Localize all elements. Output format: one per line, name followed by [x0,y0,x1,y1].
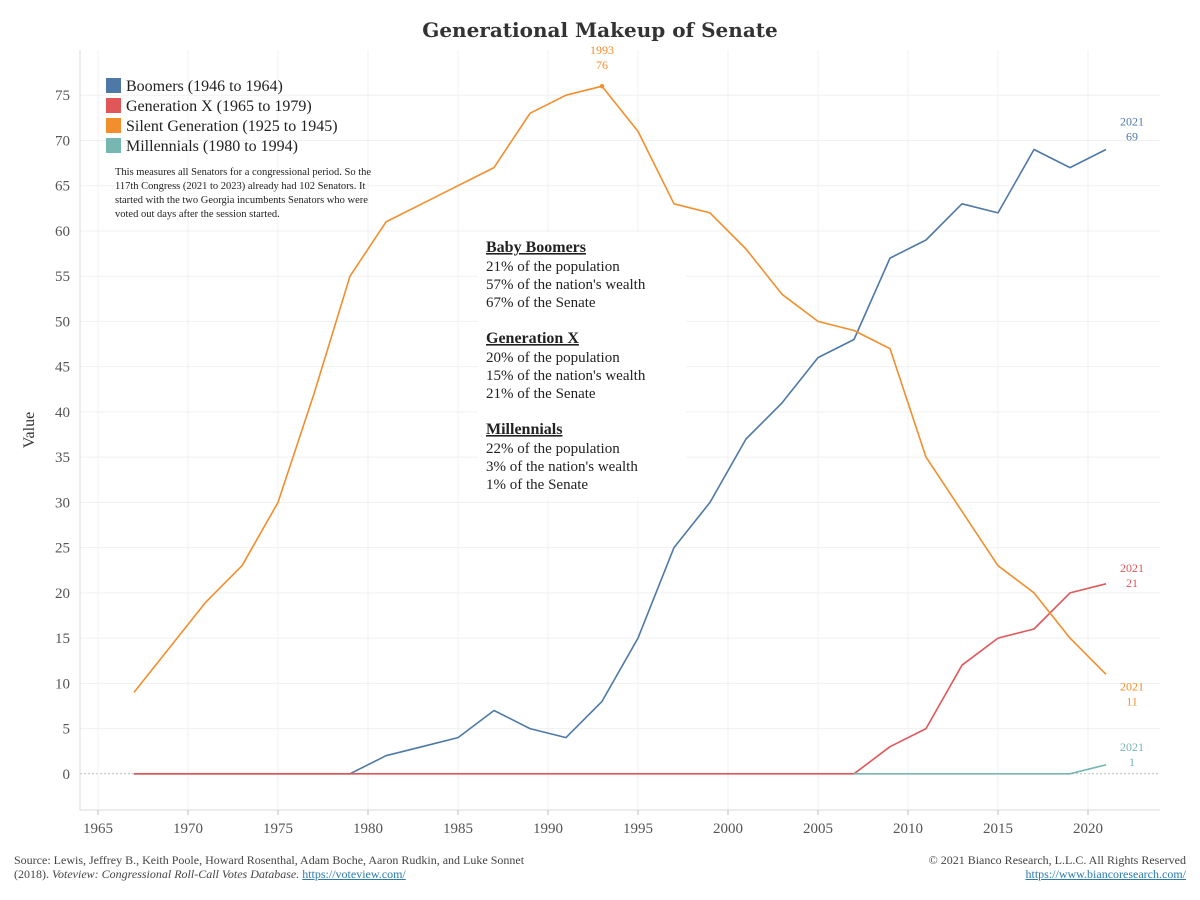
annotation-line: 15% of the nation's wealth [486,368,646,384]
x-tick-label: 1965 [83,821,113,837]
y-tick-label: 55 [55,269,70,285]
point-label-value: 11 [1126,694,1138,708]
copyright-text: © 2021 Bianco Research, L.L.C. All Right… [928,853,1186,867]
x-tick-label: 1990 [533,821,563,837]
source-line-2: (2018). Voteview: Congressional Roll-Cal… [14,867,524,881]
annotation-line: 21% of the population [486,259,620,275]
series-lines [133,85,1107,775]
point-label-value: 69 [1126,130,1138,144]
copyright-footer: © 2021 Bianco Research, L.L.C. All Right… [929,853,1186,881]
generation-stats-annotation: Baby Boomers 21% of the population 57% of … [478,232,686,500]
source-year: (2018). [14,867,49,881]
x-tick-label: 2005 [803,821,833,837]
note-line: This measures all Senators for a congres… [115,167,371,178]
y-tick-label: 25 [55,541,70,557]
legend-label: Millennials (1980 to 1994) [126,138,298,155]
annotation-line: 57% of the nation's wealth [486,277,646,293]
x-tick-label: 2015 [983,821,1013,837]
legend-swatch [106,138,121,153]
legend-label: Generation X (1965 to 1979) [126,98,312,115]
point-label-year: 2021 [1120,679,1144,693]
source-footer: Source: Lewis, Jeffrey B., Keith Poole, … [14,853,524,881]
annotation-line: 67% of the Senate [486,295,596,311]
annotation-heading: Baby Boomers [486,239,586,256]
peak-point-marker [599,83,605,89]
annotation-line: 22% of the population [486,441,620,457]
legend: Boomers (1946 to 1964) Generation X (1965… [106,78,338,155]
series-line-2 [133,85,1107,693]
y-tick-label: 75 [55,88,70,104]
y-tick-label: 35 [55,450,70,466]
point-label-year: 2021 [1120,115,1144,129]
y-tick-label: 5 [63,722,71,738]
series-line-3 [854,764,1107,775]
legend-label: Boomers (1946 to 1964) [126,78,283,95]
annotation-heading: Generation X [486,330,579,347]
note-line: voted out days after the session started… [115,209,280,220]
methodology-note: This measures all Senators for a congres… [115,167,371,220]
point-label-year: 2021 [1120,561,1144,575]
axes: 0 5 10 15 20 25 30 35 40 45 50 55 60 65 70 75 1965 1970 19… [55,50,1160,837]
y-tick-label: 30 [55,495,70,511]
legend-swatch [106,118,121,133]
bianco-research-link[interactable]: https://www.biancoresearch.com/ [1025,867,1186,881]
grid-lines [80,50,1160,810]
x-tick-label: 2020 [1073,821,1103,837]
point-label-year: 1993 [590,43,614,57]
y-tick-label: 65 [55,179,70,195]
y-tick-label: 70 [55,133,70,149]
annotation-line: 20% of the population [486,350,620,366]
point-label-value: 76 [596,58,608,72]
y-tick-label: 0 [63,767,71,783]
y-tick-label: 50 [55,314,70,330]
y-tick-label: 40 [55,405,70,421]
y-axis-label: Value [21,412,38,448]
y-tick-label: 10 [55,676,70,692]
x-tick-label: 2000 [713,821,743,837]
note-line: started with the two Georgia incumbents … [115,195,368,206]
point-label-value: 21 [1126,576,1138,590]
source-title: Voteview: Congressional Roll-Call Votes … [52,867,300,881]
x-tick-label: 1970 [173,821,203,837]
legend-swatch [106,78,121,93]
chart-title: Generational Makeup of Senate [422,18,778,42]
annotation-line: 21% of the Senate [486,386,596,402]
annotation-heading: Millennials [486,421,562,438]
annotation-line: 1% of the Senate [486,477,588,493]
y-tick-label: 15 [55,631,70,647]
legend-label: Silent Generation (1925 to 1945) [126,118,338,135]
annotation-line: 3% of the nation's wealth [486,459,638,475]
y-tick-label: 20 [55,586,70,602]
x-tick-label: 2010 [893,821,923,837]
source-line-1: Source: Lewis, Jeffrey B., Keith Poole, … [14,853,525,867]
series-line-1 [134,583,1107,775]
point-label-year: 2021 [1120,740,1144,754]
voteview-link[interactable]: https://voteview.com/ [302,867,406,881]
senate-generations-chart: Generational Makeup of Senate 0 5 10 15 20 25… [21,18,1160,837]
x-tick-label: 1995 [623,821,653,837]
x-tick-label: 1980 [353,821,383,837]
x-tick-label: 1975 [263,821,293,837]
annotation-background [478,232,686,500]
x-tick-label: 1985 [443,821,473,837]
y-tick-label: 60 [55,224,70,240]
y-tick-label: 45 [55,360,70,376]
point-label-value: 1 [1129,755,1135,769]
legend-swatch [106,98,121,113]
note-line: 117th Congress (2021 to 2023) already ha… [115,181,365,192]
